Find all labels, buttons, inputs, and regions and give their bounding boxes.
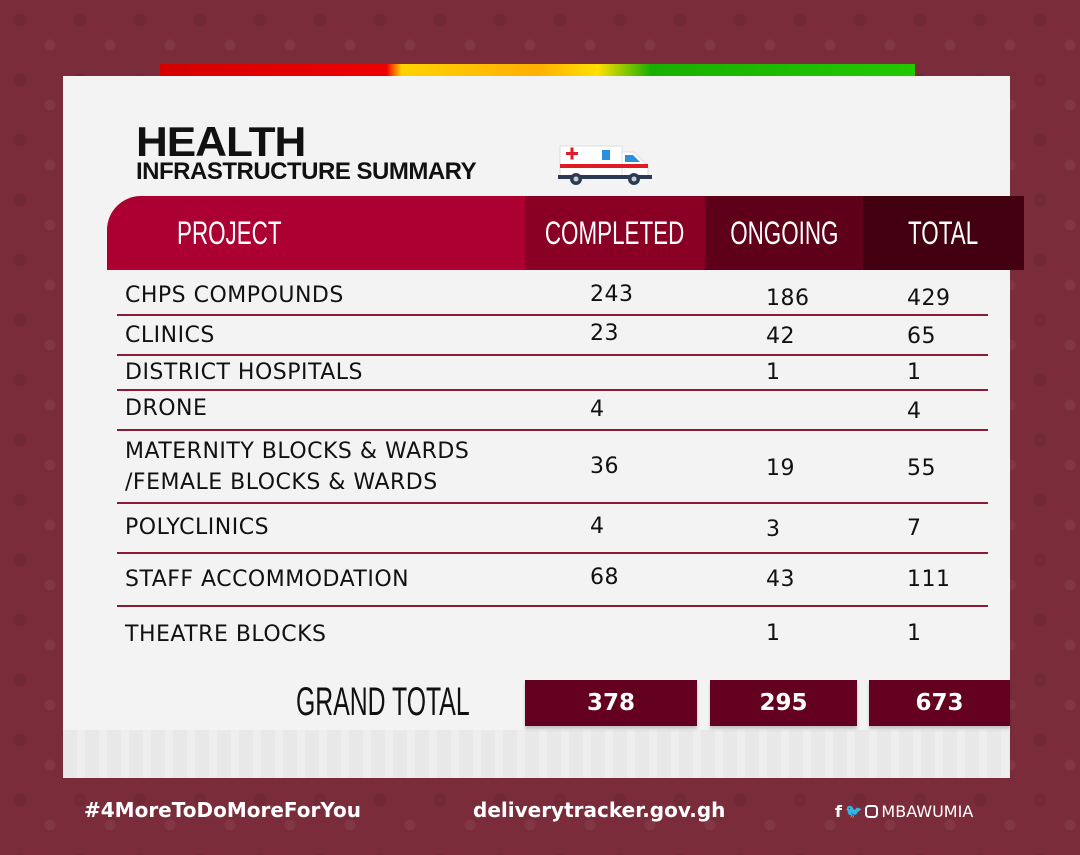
project-name: DRONE [125, 396, 208, 421]
social-handles[interactable]: f 🐦 MBAWUMIA [835, 802, 973, 821]
column-header-completed: COMPLETED [525, 196, 705, 270]
total-value: 65 [907, 324, 936, 349]
column-header-label: ONGOING [729, 214, 839, 251]
social-handle: MBAWUMIA [881, 802, 974, 821]
table-row: DISTRICT HOSPITALS 1 1 [117, 356, 988, 391]
column-header-label: TOTAL [908, 214, 979, 251]
column-header-total: TOTAL [863, 196, 1024, 270]
table-row: POLYCLINICS 4 3 7 [117, 504, 988, 554]
grand-total-label: GRAND TOTAL [296, 680, 470, 724]
ongoing-value: 3 [766, 517, 781, 542]
project-name: THEATRE BLOCKS [125, 622, 327, 647]
table-row: STAFF ACCOMMODATION 68 43 111 [117, 554, 988, 607]
website-link[interactable]: deliverytracker.gov.gh [473, 798, 726, 822]
project-name: STAFF ACCOMMODATION [125, 567, 410, 592]
hashtag: #4MoreToDoMoreForYou [84, 798, 361, 822]
summary-card [63, 76, 1010, 778]
ongoing-value: 19 [766, 456, 795, 481]
table-row: CHPS COMPOUNDS 243 186 429 [117, 280, 988, 316]
total-value: 1 [907, 621, 922, 646]
instagram-icon [865, 805, 879, 818]
grand-total-completed: 378 [525, 680, 697, 726]
ongoing-value: 42 [766, 324, 795, 349]
project-name: CLINICS [125, 323, 215, 348]
title-subtitle: INFRASTRUCTURE SUMMARY [136, 158, 477, 185]
grand-total-ongoing: 295 [710, 680, 857, 726]
ongoing-value: 1 [766, 360, 781, 385]
total-value: 111 [907, 567, 951, 592]
completed-value: 36 [590, 454, 619, 479]
completed-value: 68 [590, 565, 619, 590]
skyline-decoration [63, 730, 1010, 778]
grand-total-total: 673 [869, 680, 1010, 726]
project-name: DISTRICT HOSPITALS [125, 360, 363, 385]
ambulance-icon [558, 145, 652, 185]
table-row: DRONE 4 4 [117, 391, 988, 431]
completed-value: 4 [590, 514, 605, 539]
column-header-label: PROJECT [177, 214, 282, 251]
project-name: CHPS COMPOUNDS [125, 283, 344, 308]
completed-value: 23 [590, 321, 619, 346]
total-value: 1 [907, 360, 922, 385]
ongoing-value: 43 [766, 567, 795, 592]
total-value: 4 [907, 399, 922, 424]
ongoing-value: 1 [766, 621, 781, 646]
column-header-ongoing: ONGOING [705, 196, 863, 270]
table-row: THEATRE BLOCKS 1 1 [117, 607, 988, 657]
column-header-label: COMPLETED [545, 214, 685, 251]
total-value: 55 [907, 456, 936, 481]
completed-value: 4 [590, 397, 605, 422]
completed-value: 243 [590, 282, 634, 307]
table-row: CLINICS 23 42 65 [117, 316, 988, 356]
project-name: POLYCLINICS [125, 515, 270, 540]
total-value: 7 [907, 516, 922, 541]
title-health: HEALTH [136, 118, 306, 165]
ghana-flag-strip [160, 64, 915, 78]
total-value: 429 [907, 286, 951, 311]
facebook-icon: f [835, 802, 842, 821]
table-row: MATERNITY BLOCKS & WARDS /FEMALE BLOCKS … [117, 431, 988, 504]
ongoing-value: 186 [766, 286, 810, 311]
column-header-project: PROJECT [107, 196, 525, 270]
twitter-icon: 🐦 [844, 803, 863, 820]
project-name: MATERNITY BLOCKS & WARDS /FEMALE BLOCKS … [125, 439, 470, 495]
